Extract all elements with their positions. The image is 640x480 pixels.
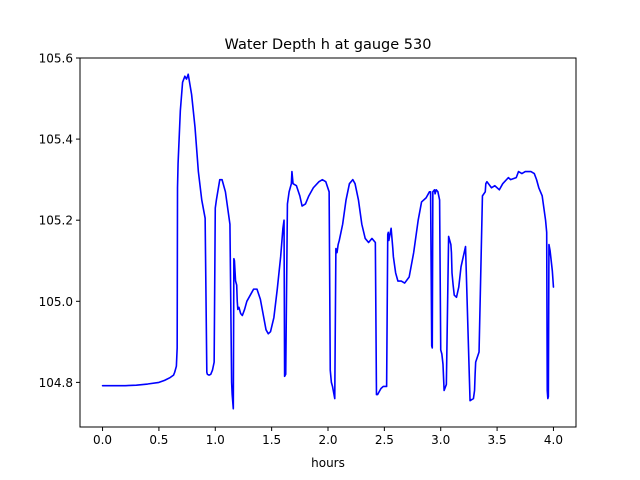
y-tick-label: 104.8 <box>39 376 73 390</box>
x-tick-label: 2.0 <box>318 433 337 447</box>
x-tick-label: 1.0 <box>206 433 225 447</box>
plot-area <box>101 73 555 410</box>
x-tick-label: 1.5 <box>262 433 281 447</box>
series-line-1 <box>101 73 555 410</box>
axis-ticks: 0.0 0.5 1.0 1.5 2.0 2.5 3.0 3.5 4.0 104.8 105.0 105… <box>39 52 563 448</box>
y-tick-label: 105.4 <box>39 133 73 147</box>
y-tick-label: 105.0 <box>39 295 73 309</box>
y-tick-label: 105.2 <box>39 214 73 228</box>
x-tick-label: 2.5 <box>375 433 394 447</box>
x-tick-label: 0.0 <box>93 433 112 447</box>
x-axis-title: hours <box>311 456 345 470</box>
y-tick-label: 105.6 <box>39 52 73 66</box>
x-tick-label: 0.5 <box>149 433 168 447</box>
chart-title: Water Depth h at gauge 530 <box>225 37 432 53</box>
x-tick-label: 4.0 <box>544 433 563 447</box>
x-tick-label: 3.5 <box>488 433 507 447</box>
x-tick-label: 3.0 <box>431 433 450 447</box>
